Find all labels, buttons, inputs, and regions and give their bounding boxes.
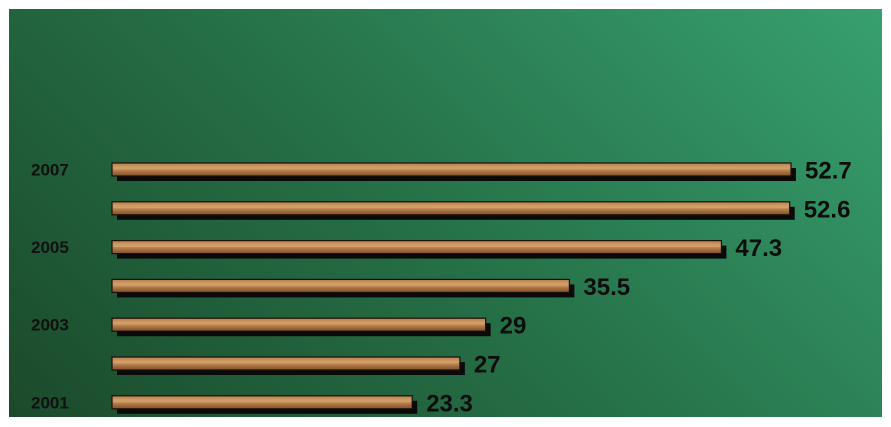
y-tick-label: 2007: [31, 161, 69, 180]
bar-chart: 2007 52.7 52.6 2005 47.3 35.5 2003 29 27 2001 23.3: [31, 158, 852, 418]
bar-group-2007: 2007 52.7: [31, 158, 852, 185]
bar: [111, 201, 791, 216]
bar-value-label: 27: [474, 352, 501, 379]
bar-group-2002: 27: [111, 352, 501, 379]
bar-value-label: 52.7: [805, 158, 852, 185]
bar: [111, 278, 570, 293]
bar: [111, 240, 723, 255]
bar-value-label: 52.6: [804, 196, 851, 223]
bar-group-2006: 52.6: [111, 196, 851, 223]
bar-value-label: 29: [500, 313, 527, 340]
bar-group-2001: 2001 23.3: [31, 390, 473, 417]
bar: [111, 162, 792, 177]
bar-group-2003: 2003 29: [31, 313, 526, 340]
bar-value-label: 47.3: [735, 235, 782, 262]
bar-value-label: 35.5: [583, 274, 630, 301]
bar-group-2004: 35.5: [111, 274, 630, 301]
chart-panel: 2007 52.7 52.6 2005 47.3 35.5 2003 29 27 2001 23.3: [9, 9, 882, 417]
y-tick-label: 2001: [31, 393, 69, 412]
bar: [111, 317, 487, 332]
bar-value-label: 23.3: [426, 390, 473, 417]
bar: [111, 356, 461, 371]
y-tick-label: 2005: [31, 238, 69, 257]
bar-group-2005: 2005 47.3: [31, 235, 782, 262]
y-tick-label: 2003: [31, 316, 69, 335]
bar: [111, 395, 413, 410]
